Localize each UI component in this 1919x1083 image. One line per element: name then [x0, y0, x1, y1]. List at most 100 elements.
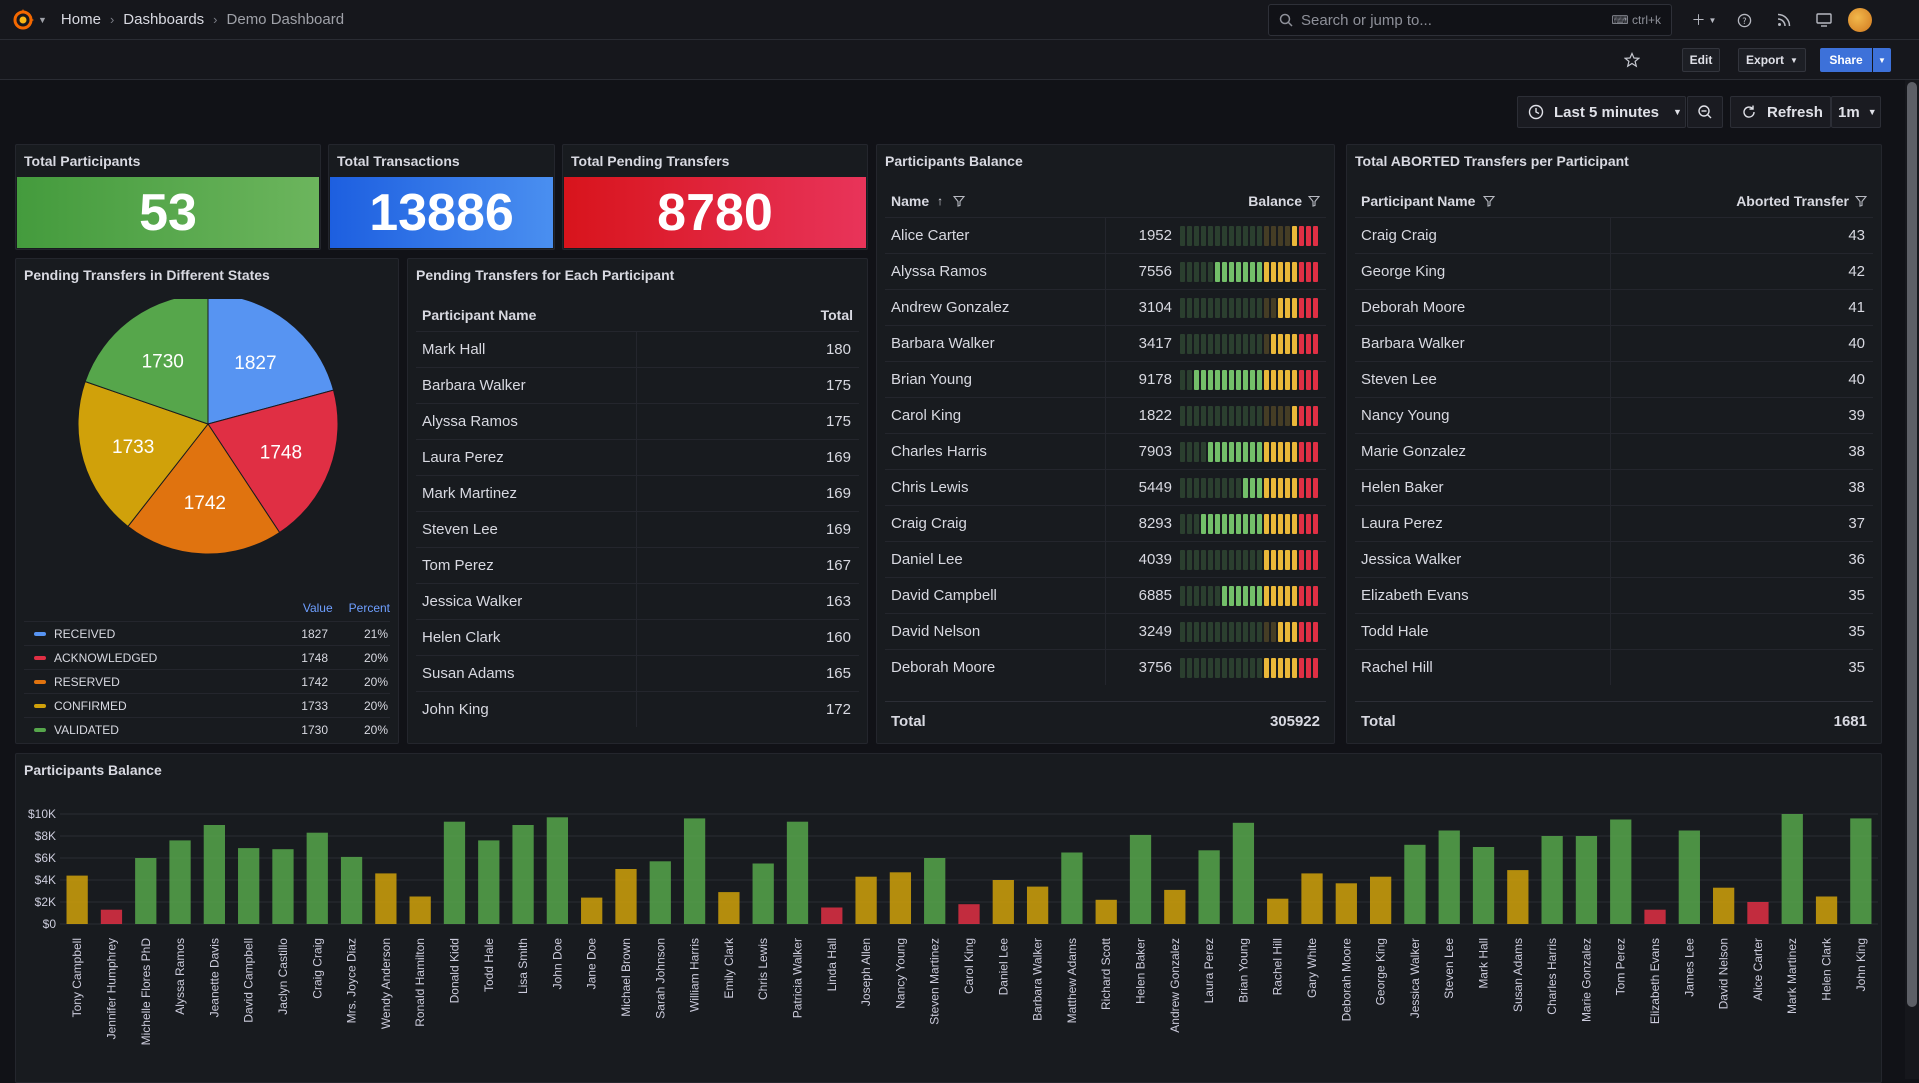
bar[interactable] [1747, 902, 1768, 924]
bar[interactable] [1782, 814, 1803, 924]
bar[interactable] [1198, 850, 1219, 924]
bar[interactable] [718, 892, 739, 924]
bar[interactable] [1336, 883, 1357, 924]
export-button[interactable]: Export ▼ [1738, 48, 1806, 72]
legend-item[interactable]: VALIDATED 1730 20% [24, 717, 390, 741]
bar[interactable] [1507, 870, 1528, 924]
bar[interactable] [821, 908, 842, 925]
filter-icon[interactable] [1855, 195, 1867, 207]
bar[interactable] [101, 910, 122, 924]
col-participant-name[interactable]: Participant Name [422, 307, 821, 323]
bar[interactable] [1130, 835, 1151, 924]
bar[interactable] [1096, 900, 1117, 924]
search-input[interactable]: Search or jump to... ⌨ ctrl+k [1268, 4, 1672, 36]
bar[interactable] [1027, 887, 1048, 924]
bar[interactable] [1061, 853, 1082, 925]
bar[interactable] [1713, 888, 1734, 924]
bar[interactable] [1679, 831, 1700, 925]
bar[interactable] [958, 904, 979, 924]
breadcrumb-dashboards[interactable]: Dashboards [123, 11, 204, 28]
bar[interactable] [993, 880, 1014, 924]
kiosk-monitor-icon[interactable] [1804, 8, 1844, 32]
bar[interactable] [375, 873, 396, 924]
bar[interactable] [1610, 820, 1631, 925]
edit-button[interactable]: Edit [1682, 48, 1720, 72]
bar[interactable] [787, 822, 808, 924]
bar[interactable] [684, 818, 705, 924]
bar[interactable] [512, 825, 533, 924]
legend-item[interactable]: RESERVED 1742 20% [24, 669, 390, 693]
bar[interactable] [135, 858, 156, 924]
new-plus-icon[interactable]: ＋ ▼ [1684, 8, 1724, 32]
bar[interactable] [1301, 873, 1322, 924]
bar[interactable] [169, 840, 190, 924]
bar[interactable] [890, 872, 911, 924]
bar[interactable] [650, 861, 671, 924]
bar[interactable] [204, 825, 225, 924]
bar[interactable] [341, 857, 362, 924]
bar[interactable] [67, 876, 88, 924]
bar[interactable] [1233, 823, 1254, 924]
stat-panel-pending[interactable]: Total Pending Transfers 8780 [562, 144, 868, 250]
star-icon[interactable] [1618, 48, 1646, 72]
breadcrumb-home[interactable]: Home [61, 11, 101, 28]
col-participant-name[interactable]: Participant Name [1361, 193, 1475, 209]
user-avatar[interactable] [1848, 8, 1872, 32]
bar[interactable] [1267, 899, 1288, 924]
participants-balance-panel[interactable]: Participants Balance Name ↑ Balance Alic… [876, 144, 1335, 744]
legend-item[interactable]: CONFIRMED 1733 20% [24, 693, 390, 717]
filter-icon[interactable] [953, 195, 965, 207]
stat-panel-transactions[interactable]: Total Transactions 13886 [328, 144, 555, 250]
bar[interactable] [924, 858, 945, 924]
bar[interactable] [855, 877, 876, 924]
grafana-logo-icon[interactable] [10, 7, 36, 33]
legend-item[interactable]: ACKNOWLEDGED 1748 20% [24, 645, 390, 669]
bar[interactable] [410, 897, 431, 925]
bar[interactable] [478, 840, 499, 924]
bar[interactable] [238, 848, 259, 924]
bar[interactable] [615, 869, 636, 924]
news-feed-icon[interactable] [1764, 8, 1804, 32]
col-aborted-transfer[interactable]: Aborted Transfer [1736, 193, 1849, 209]
aborted-transfers-panel[interactable]: Total ABORTED Transfers per Participant … [1346, 144, 1882, 744]
bar[interactable] [1164, 890, 1185, 924]
zoom-out-button[interactable] [1687, 96, 1723, 128]
bar[interactable] [1439, 831, 1460, 925]
bar[interactable] [1850, 818, 1871, 924]
bar[interactable] [1404, 845, 1425, 924]
bar[interactable] [547, 817, 568, 924]
col-name[interactable]: Name [891, 193, 929, 209]
filter-icon[interactable] [1308, 195, 1320, 207]
share-dropdown-chevron-icon[interactable]: ▼ [1873, 48, 1891, 72]
bar[interactable] [1370, 877, 1391, 924]
bar[interactable] [1541, 836, 1562, 924]
chevron-down-icon[interactable]: ▼ [38, 15, 47, 25]
refresh-interval-select[interactable]: 1m ▼ [1831, 96, 1881, 128]
bar[interactable] [444, 822, 465, 924]
legend-col-value[interactable]: Value [303, 601, 333, 615]
legend-col-percent[interactable]: Percent [349, 601, 390, 615]
bar[interactable] [1816, 897, 1837, 925]
scrollbar-thumb[interactable] [1907, 82, 1917, 1007]
col-balance[interactable]: Balance [1248, 193, 1302, 209]
time-range-picker[interactable]: Last 5 minutes ▼ [1517, 96, 1686, 128]
pie-chart-panel[interactable]: Pending Transfers in Different States 18… [15, 258, 399, 744]
table-row: Tom Perez 167 [416, 547, 859, 583]
col-total[interactable]: Total [821, 307, 853, 323]
pending-per-participant-panel[interactable]: Pending Transfers for Each Participant P… [407, 258, 868, 744]
share-button[interactable]: Share [1820, 48, 1872, 72]
bar[interactable] [1473, 847, 1494, 924]
bar[interactable] [1576, 836, 1597, 924]
bar[interactable] [753, 864, 774, 925]
bar[interactable] [1644, 910, 1665, 924]
stat-panel-participants[interactable]: Total Participants 53 [15, 144, 321, 250]
bar[interactable] [272, 849, 293, 924]
help-icon[interactable]: ? [1724, 8, 1764, 32]
filter-icon[interactable] [1483, 195, 1495, 207]
bar[interactable] [307, 833, 328, 924]
refresh-button[interactable]: Refresh [1730, 96, 1831, 128]
sort-arrow-up-icon[interactable]: ↑ [937, 194, 943, 208]
bar[interactable] [581, 898, 602, 924]
balance-bar-chart-panel[interactable]: Participants Balance $0 $2K $4K $6K $8K $10K T… [15, 753, 1882, 1083]
legend-item[interactable]: RECEIVED 1827 21% [24, 621, 390, 645]
